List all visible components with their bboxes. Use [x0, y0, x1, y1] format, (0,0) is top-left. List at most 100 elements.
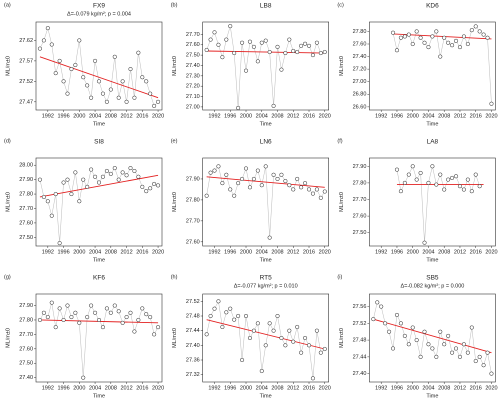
point — [136, 317, 141, 323]
point — [410, 164, 415, 169]
trend-line — [373, 318, 492, 354]
x-tick-label: 1992 — [42, 385, 54, 391]
y-tick-label: 27.80 — [353, 180, 367, 186]
point — [104, 306, 109, 311]
x-tick-label: 2008 — [438, 113, 450, 119]
point — [481, 32, 486, 37]
panel-label: (i) — [337, 274, 342, 280]
point — [379, 304, 384, 309]
point — [410, 325, 415, 330]
point — [57, 306, 62, 311]
point — [299, 185, 304, 190]
point — [228, 187, 233, 192]
panel-label: (f) — [337, 138, 342, 144]
point — [406, 32, 411, 37]
point — [247, 39, 252, 44]
y-tick-label: 26.80 — [353, 92, 367, 98]
y-tick-label: 27.60 — [353, 41, 367, 47]
x-tick-label: 2016 — [470, 249, 482, 255]
plot-frame — [35, 157, 163, 247]
point — [148, 186, 153, 191]
point — [410, 41, 415, 47]
point — [124, 173, 129, 178]
x-tick-label: 2020 — [152, 249, 164, 255]
point — [446, 177, 451, 182]
point — [255, 321, 260, 326]
point — [85, 83, 90, 88]
point — [414, 177, 419, 182]
x-tick-label: 2004 — [256, 385, 268, 391]
point — [152, 103, 157, 108]
point — [156, 99, 161, 104]
point — [434, 182, 439, 187]
chart-title: LB8 — [260, 3, 272, 10]
point — [322, 49, 327, 55]
y-tick-label: 27.30 — [186, 73, 200, 79]
point — [394, 48, 400, 53]
x-tick-label: 1992 — [42, 113, 54, 119]
point — [136, 50, 141, 55]
point — [371, 317, 376, 322]
x-tick-label: 2008 — [271, 113, 283, 119]
point — [247, 335, 252, 341]
point — [89, 303, 94, 308]
y-tick-label: 27.57 — [19, 58, 33, 64]
point — [69, 67, 74, 72]
x-tick-label: 2012 — [120, 249, 132, 255]
y-tick-label: 27.40 — [353, 54, 367, 60]
point — [279, 67, 284, 72]
point — [236, 105, 241, 110]
y-tick-label: 27.10 — [186, 94, 200, 100]
point — [93, 58, 98, 63]
x-tick-label: 2008 — [438, 249, 450, 255]
point — [390, 346, 396, 351]
point — [322, 189, 327, 194]
x-tick-label: 1996 — [57, 249, 69, 255]
y-tick-label: 27.60 — [19, 346, 33, 352]
x-axis-label: Time — [260, 393, 272, 399]
point — [461, 342, 466, 347]
y-axis-label: ML/m±0 — [339, 192, 345, 212]
point — [124, 99, 129, 104]
point — [255, 59, 260, 64]
point — [251, 176, 256, 182]
point — [108, 87, 113, 92]
point — [120, 170, 125, 175]
point — [212, 306, 217, 311]
point — [100, 325, 105, 330]
y-tick-label: 27.40 — [186, 343, 200, 349]
point — [61, 180, 66, 185]
trend-line — [206, 176, 325, 188]
point — [128, 67, 133, 72]
point — [212, 30, 217, 35]
y-tick-label: 27.90 — [19, 177, 33, 183]
point — [271, 103, 276, 108]
point — [69, 315, 74, 320]
point — [279, 335, 284, 341]
point — [394, 167, 400, 172]
point — [85, 315, 90, 320]
point — [53, 71, 58, 76]
point — [112, 54, 117, 59]
point — [318, 195, 323, 200]
y-tick-label: 27.60 — [186, 42, 200, 48]
y-tick-label: 27.52 — [19, 79, 33, 85]
point — [267, 49, 272, 55]
point — [132, 95, 137, 100]
point — [450, 175, 455, 180]
point — [485, 35, 490, 40]
point — [414, 338, 419, 343]
x-tick-label: 2012 — [120, 113, 132, 119]
point — [251, 44, 256, 49]
point — [438, 54, 443, 59]
x-tick-label: 2012 — [287, 385, 299, 391]
y-tick-label: 27.00 — [353, 79, 367, 85]
point — [61, 79, 66, 84]
point — [128, 166, 133, 171]
point — [422, 329, 427, 334]
y-tick-label: 27.80 — [186, 197, 200, 203]
point — [291, 339, 296, 344]
y-axis-label: ML/m±0 — [5, 192, 11, 212]
series-line — [373, 301, 492, 374]
point — [136, 174, 141, 179]
